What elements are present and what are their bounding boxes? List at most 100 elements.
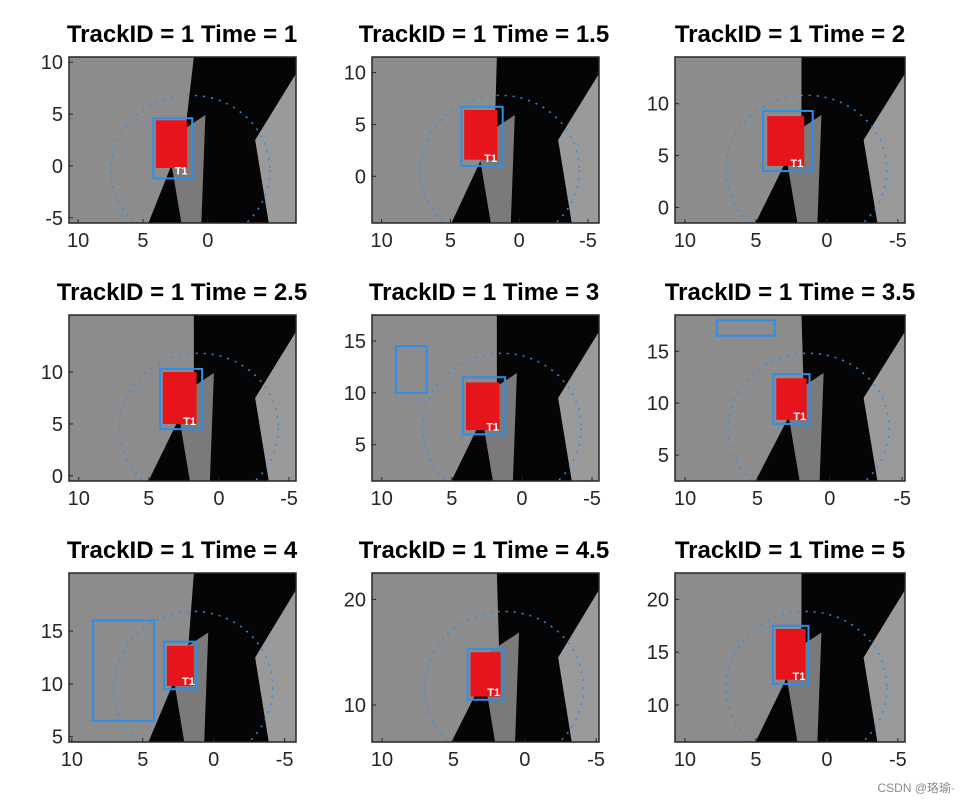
y-tick-label: 20 [344, 589, 366, 611]
y-tick-label: 10 [344, 383, 366, 405]
target-red-region [162, 372, 197, 424]
y-tick-label: 10 [647, 94, 669, 116]
x-tick-label: 0 [208, 749, 219, 771]
y-tick-label: 0 [355, 166, 366, 188]
axes-frame [371, 314, 600, 482]
y-tick-label: -5 [45, 208, 63, 230]
y-tick-label: 5 [52, 104, 63, 126]
scan-region-right [255, 73, 296, 223]
subplot-title: TrackID = 1 Time = 4 [67, 537, 298, 564]
range-ring [419, 94, 580, 223]
track-label: T1 [182, 676, 195, 688]
scan-region [69, 573, 194, 742]
x-tick-label: 0 [519, 749, 530, 771]
track-label: T1 [175, 165, 188, 177]
y-tick-label: 0 [52, 466, 63, 488]
y-tick-label: 10 [41, 362, 63, 384]
y-tick-label: 5 [355, 114, 366, 136]
target-red-region [470, 652, 501, 697]
y-tick-label: 10 [647, 393, 669, 415]
y-tick-label: 10 [344, 695, 366, 717]
x-tick-label: 0 [821, 749, 832, 771]
y-tick-label: 10 [41, 674, 63, 696]
target-red-region [166, 645, 194, 687]
x-tick-label: 5 [750, 230, 761, 252]
track-box-1 [159, 367, 204, 431]
range-ring [421, 352, 583, 481]
scan-region-right [863, 331, 905, 481]
x-tick-label: 0 [213, 488, 224, 510]
axes-frame [674, 314, 906, 482]
subplot-title: TrackID = 1 Time = 3.5 [665, 279, 915, 306]
x-tick-label: 10 [371, 488, 393, 510]
scan-region-right [558, 73, 599, 223]
subplot-title: TrackID = 1 Time = 5 [675, 537, 905, 564]
axes-frame [371, 56, 600, 224]
y-tick-label: 0 [52, 156, 63, 178]
target-red-region [155, 120, 188, 169]
scan-region-right [863, 589, 905, 742]
track-label: T1 [792, 671, 805, 683]
x-tick-label: 5 [448, 749, 459, 771]
y-tick-label: 20 [647, 589, 669, 611]
track-box-1 [394, 345, 428, 394]
scan-region [69, 315, 194, 481]
track-label: T1 [487, 687, 500, 699]
x-tick-label: -5 [893, 488, 911, 510]
y-tick-label: 10 [41, 52, 63, 74]
x-tick-label: 0 [516, 488, 527, 510]
target-red-region [767, 116, 805, 166]
track-box-1 [762, 109, 814, 173]
track-box-1 [466, 648, 505, 701]
y-tick-label: 5 [658, 445, 669, 467]
track-label: T1 [793, 411, 806, 423]
subplot-title: TrackID = 1 Time = 2 [675, 21, 905, 48]
y-tick-label: 5 [52, 727, 63, 749]
subplot-4: T1 10 5 0 -5 10 5 0 TrackID = 1 Time = 2.5 [41, 279, 307, 510]
track-box-2 [772, 373, 811, 425]
subplot-title: TrackID = 1 Time = 2.5 [57, 279, 307, 306]
axes-frame [68, 314, 297, 482]
x-tick-label: 10 [371, 749, 393, 771]
range-ring [113, 610, 274, 742]
subplot-9: T1 10 5 0 -5 20 15 10 TrackID = 1 Time = 5 [647, 537, 907, 771]
track-label: T1 [486, 421, 499, 433]
range-ring [725, 94, 888, 223]
track-box-1 [152, 117, 194, 180]
target-red-region [776, 378, 807, 420]
x-tick-label: 5 [143, 488, 154, 510]
scan-region [675, 57, 802, 223]
x-tick-label: 10 [61, 749, 83, 771]
scan-region [675, 573, 802, 742]
x-tick-label: 0 [824, 488, 835, 510]
subplot-5: T1 10 5 0 -5 15 10 5 TrackID = 1 Time = 3 [344, 279, 601, 510]
y-tick-label: 5 [52, 414, 63, 436]
subplot-8: T1 10 5 0 -5 20 10 TrackID = 1 Time = 4.5 [344, 537, 609, 771]
y-tick-label: 5 [355, 435, 366, 457]
track-box-2 [163, 640, 198, 691]
y-tick-label: 0 [658, 197, 669, 219]
axes-frame [68, 56, 297, 224]
x-tick-label: -5 [276, 749, 294, 771]
x-tick-label: 5 [137, 749, 148, 771]
track-box-1 [92, 619, 156, 722]
x-tick-label: 0 [514, 230, 525, 252]
target-red-region [464, 109, 498, 160]
scan-region-right [558, 589, 599, 742]
track-box-2 [462, 376, 507, 436]
scan-region [69, 57, 194, 223]
scan-region-right [863, 73, 905, 223]
scan-region [372, 315, 497, 481]
range-ring [118, 352, 280, 481]
y-tick-label: 15 [344, 331, 366, 353]
x-tick-label: 10 [67, 230, 89, 252]
subplot-title: TrackID = 1 Time = 4.5 [359, 537, 609, 564]
target-red-region [465, 382, 500, 431]
range-ring [423, 610, 585, 742]
x-tick-label: 0 [202, 230, 213, 252]
axes-frame [674, 572, 906, 743]
range-ring [727, 352, 890, 481]
subplot-1: T1 10 5 0 10 5 0 -5 TrackID = 1 Time = 1 [41, 21, 297, 252]
